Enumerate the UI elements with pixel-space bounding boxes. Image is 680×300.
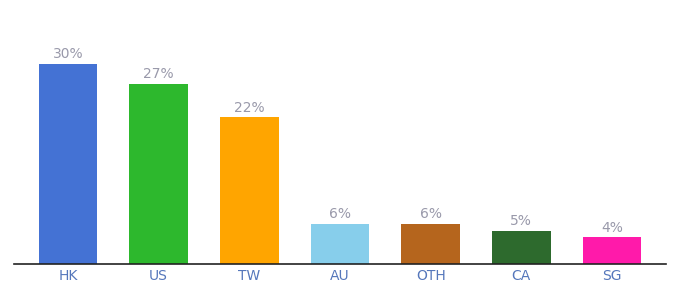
Text: 22%: 22% (234, 101, 265, 115)
Bar (401, 224, 460, 264)
Bar (220, 117, 279, 264)
Bar (39, 64, 97, 264)
Text: 27%: 27% (143, 67, 174, 81)
Text: 6%: 6% (420, 207, 442, 221)
Bar (492, 231, 551, 264)
Text: 30%: 30% (52, 47, 84, 61)
Bar (583, 237, 641, 264)
Text: 4%: 4% (601, 221, 623, 235)
Text: 6%: 6% (329, 207, 351, 221)
Bar (311, 224, 369, 264)
Text: 5%: 5% (511, 214, 532, 228)
Bar (129, 84, 188, 264)
